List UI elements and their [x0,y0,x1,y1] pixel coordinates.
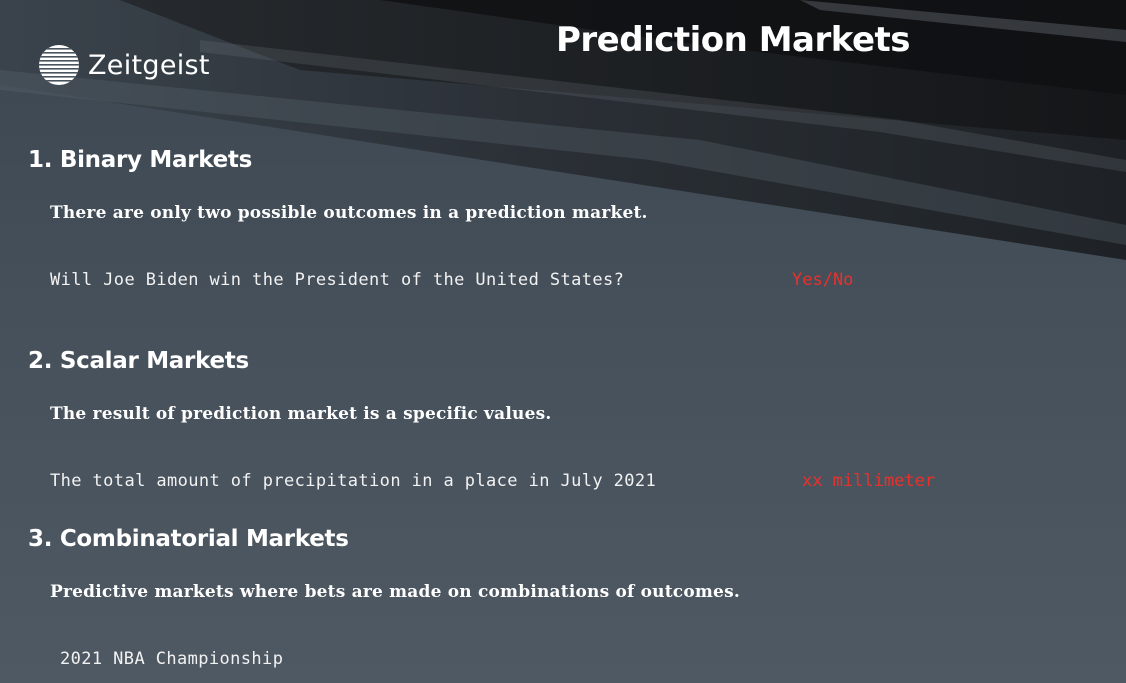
section-answer-scalar: xx millimeter [802,471,936,491]
section-heading-combinatorial: 3. Combinatorial Markets [28,526,349,552]
slide-title: Prediction Markets [556,20,911,60]
section-definition-combinatorial: Predictive markets where bets are made o… [50,582,740,602]
section-definition-scalar: The result of prediction market is a spe… [50,404,552,424]
section-example-scalar: The total amount of precipitation in a p… [50,471,657,491]
section-example-binary: Will Joe Biden win the President of the … [50,270,625,290]
section-example-combinatorial: 2021 NBA Championship [60,649,284,669]
brand-name: Zeitgeist [88,49,210,81]
bg-streak-light-3 [800,0,1126,42]
striped-globe-icon [39,45,79,85]
section-heading-scalar: 2. Scalar Markets [28,348,249,374]
brand-logo: Zeitgeist [38,44,210,86]
bg-band-black [380,0,1126,95]
bg-streak-light [0,70,1126,245]
bg-streak-light-2 [200,40,1126,172]
section-answer-binary: Yes/No [792,270,854,290]
section-heading-binary: 1. Binary Markets [28,147,253,173]
section-definition-binary: There are only two possible outcomes in … [50,203,648,223]
